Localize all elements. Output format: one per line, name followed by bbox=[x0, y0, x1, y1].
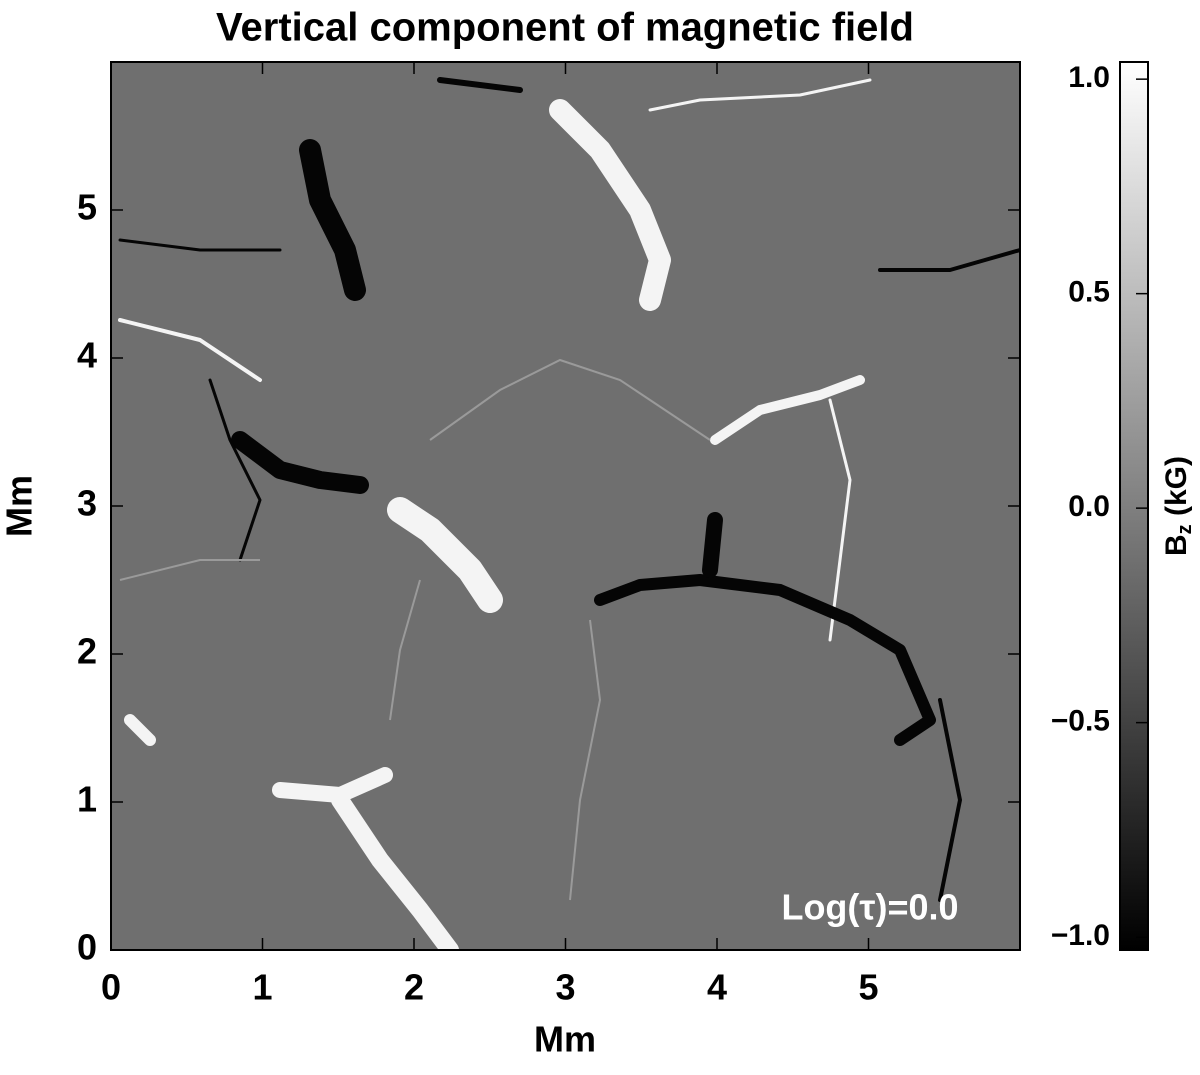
y-tick-label: 4 bbox=[77, 335, 97, 376]
y-tick-label: 0 bbox=[77, 927, 97, 968]
x-tick-label: 1 bbox=[252, 967, 272, 1008]
x-tick-label: 3 bbox=[555, 967, 575, 1008]
chart-title: Vertical component of magnetic field bbox=[216, 6, 914, 50]
colorbar bbox=[1119, 61, 1149, 951]
colorbar-tick-label: 0.5 bbox=[1068, 276, 1110, 309]
x-tick-label: 0 bbox=[101, 967, 121, 1008]
x-tick-label: 5 bbox=[858, 967, 878, 1008]
y-tick-label: 3 bbox=[77, 483, 97, 524]
colorbar-label-sub: z bbox=[1174, 524, 1196, 534]
colorbar-tick-label: 0.0 bbox=[1068, 490, 1110, 523]
x-tick-label: 2 bbox=[404, 967, 424, 1008]
y-axis-label: Mm bbox=[0, 475, 40, 537]
annotation: Log(τ)=0.0 bbox=[781, 887, 958, 928]
colorbar-label-rest: (kG) bbox=[1160, 456, 1193, 524]
x-axis-label: Mm bbox=[534, 1019, 596, 1060]
colorbar-tick-label: 1.0 bbox=[1068, 61, 1110, 94]
colorbar-label-base: B bbox=[1160, 534, 1193, 556]
colorbar-tick-label: −0.5 bbox=[1051, 705, 1110, 738]
colorbar-label: Bz (kG) bbox=[1160, 456, 1196, 556]
y-tick-label: 5 bbox=[77, 187, 97, 228]
x-tick-label: 4 bbox=[707, 967, 727, 1008]
field-image bbox=[111, 62, 1020, 950]
y-tick-label: 1 bbox=[77, 779, 97, 820]
colorbar-tick-label: −1.0 bbox=[1051, 919, 1110, 952]
y-tick-label: 2 bbox=[77, 631, 97, 672]
